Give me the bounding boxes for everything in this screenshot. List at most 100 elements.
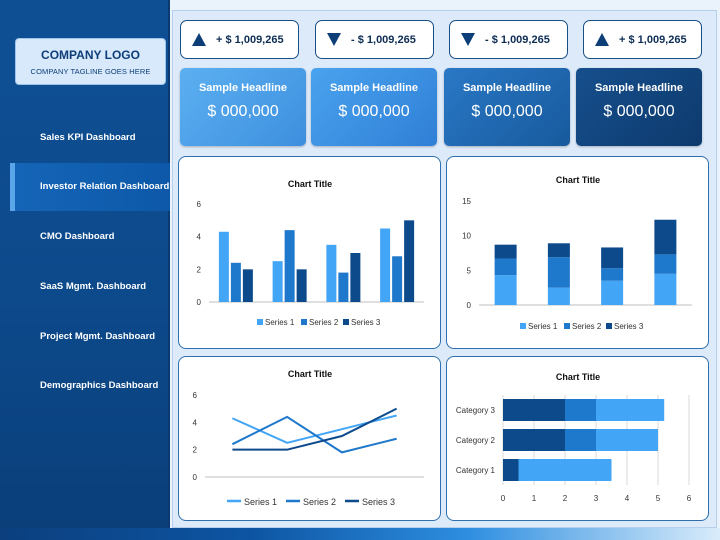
legend-swatch: [343, 319, 349, 325]
y-tick-label: 0: [193, 473, 198, 482]
legend-label: Series 3: [614, 322, 644, 331]
series-line: [232, 407, 398, 451]
x-tick-label: 2: [563, 494, 568, 503]
stacked-bar-segment: [494, 258, 517, 276]
sidebar-item-label: SaaS Mgmt. Dashboard: [40, 281, 147, 292]
bar: [272, 261, 283, 302]
stacked-bar-segment: [565, 429, 596, 451]
sidebar-item-saas[interactable]: SaaS Mgmt. Dashboard: [10, 263, 170, 311]
arrow-down-icon: [327, 33, 341, 46]
series-line: [231, 415, 397, 454]
x-tick-label: 0: [501, 494, 506, 503]
x-tick-label: 3: [594, 494, 599, 503]
bar: [404, 220, 415, 302]
legend-label: Series 3: [351, 318, 381, 327]
sidebar-item-project[interactable]: Project Mgmt. Dashboard: [10, 313, 170, 361]
arrow-up-icon: [595, 33, 609, 46]
card-headline: Sample Headline: [462, 82, 552, 94]
bar: [242, 269, 253, 302]
bar: [380, 228, 391, 302]
y-tick-label: 0: [467, 301, 472, 310]
clustered-bar-chart: Chart Title 0 2 4 6 Series 1 Series 2 Series 3: [197, 179, 424, 327]
bar: [296, 269, 307, 302]
logo-tagline: COMPANY TAGLINE GOES HERE: [30, 67, 151, 76]
card-amount: $ 000,000: [471, 103, 543, 120]
sidebar-item-sales-kpi[interactable]: Sales KPI Dashboard: [10, 114, 170, 162]
headline-card-4[interactable]: Sample Headline $ 000,000: [576, 68, 702, 146]
stacked-bar-segment: [565, 399, 596, 421]
stacked-bar-segment: [518, 459, 612, 481]
stacked-bar-segment: [503, 459, 519, 481]
kpi-pill-3[interactable]: - $ 1,009,265: [449, 20, 568, 59]
bar: [230, 262, 241, 302]
chart-panel-stacked-bar[interactable]: Chart Title 0 5 10 15 Series 1 Series 2 Series …: [446, 156, 709, 349]
card-headline: Sample Headline: [594, 82, 684, 94]
company-logo[interactable]: COMPANY LOGO COMPANY TAGLINE GOES HERE: [15, 38, 166, 85]
y-tick-label: Category 1: [456, 466, 496, 475]
sidebar-item-label: Sales KPI Dashboard: [40, 132, 136, 143]
chart-panel-clustered-bar[interactable]: Chart Title 0 2 4 6 Series 1 Series 2 Series 3: [178, 156, 441, 349]
legend-label: Series 2: [309, 318, 339, 327]
legend-label: Series 1: [528, 322, 558, 331]
bar: [326, 244, 337, 302]
kpi-value: + $ 1,009,265: [216, 33, 284, 46]
y-tick-label: 10: [462, 232, 471, 241]
kpi-pill-1[interactable]: + $ 1,009,265: [180, 20, 299, 59]
stacked-bar-segment: [547, 243, 570, 258]
kpi-value: - $ 1,009,265: [485, 33, 550, 46]
chart-panel-line[interactable]: Chart Title 0 2 4 6 Series 1 Series 2 Series 3: [178, 356, 441, 521]
y-tick-label: 6: [197, 200, 202, 209]
legend-label: Series 2: [303, 497, 336, 507]
stacked-bar-segment: [596, 429, 658, 451]
stacked-bar-segment: [654, 254, 677, 274]
sidebar-item-cmo[interactable]: CMO Dashboard: [10, 213, 170, 261]
card-amount: $ 000,000: [207, 103, 279, 120]
stacked-bar-segment: [654, 219, 677, 255]
x-tick-label: 6: [687, 494, 692, 503]
y-tick-label: 6: [193, 391, 198, 400]
kpi-pill-2[interactable]: - $ 1,009,265: [315, 20, 434, 59]
bar: [338, 272, 349, 302]
legend-label: Series 1: [265, 318, 295, 327]
bar: [392, 256, 403, 302]
stacked-bar-segment: [547, 257, 570, 288]
y-tick-label: 2: [193, 446, 198, 455]
stacked-bar-segment: [494, 275, 517, 305]
bar: [350, 253, 361, 302]
chart-panel-horizontal-bar[interactable]: Chart Title 0 1 2 3 4 5 6 Category 1 Category 2 Ca…: [446, 356, 709, 521]
stacked-bar-segment: [601, 280, 624, 305]
stacked-bar-chart: Chart Title 0 5 10 15 Series 1 Series 2 Series …: [462, 175, 692, 331]
chart-title: Chart Title: [556, 175, 600, 185]
stacked-bar-segment: [596, 399, 665, 421]
chart-title: Chart Title: [288, 179, 332, 189]
y-tick-label: Category 3: [456, 406, 496, 415]
bar: [284, 230, 295, 302]
arrow-down-icon: [461, 33, 475, 46]
headline-card-1[interactable]: Sample Headline $ 000,000: [180, 68, 306, 146]
series-line: [231, 414, 397, 444]
legend-swatch: [606, 323, 612, 329]
stacked-bar-segment: [503, 399, 565, 421]
line-chart: Chart Title 0 2 4 6 Series 1 Series 2 Series 3: [193, 369, 424, 507]
headline-card-2[interactable]: Sample Headline $ 000,000: [311, 68, 437, 146]
horizontal-bar-chart: Chart Title 0 1 2 3 4 5 6 Category 1 Category 2 Ca…: [456, 372, 692, 503]
bar: [218, 231, 229, 302]
y-tick-label: 4: [197, 233, 202, 242]
kpi-pill-4[interactable]: + $ 1,009,265: [583, 20, 702, 59]
logo-title: COMPANY LOGO: [41, 48, 140, 62]
sidebar-item-label: CMO Dashboard: [40, 231, 115, 242]
legend-label: Series 2: [572, 322, 602, 331]
arrow-up-icon: [192, 33, 206, 46]
legend-swatch: [257, 319, 263, 325]
sidebar-item-investor-relation[interactable]: Investor Relation Dashboard: [10, 163, 170, 211]
kpi-value: + $ 1,009,265: [619, 33, 687, 46]
sidebar-item-demographics[interactable]: Demographics Dashboard: [10, 362, 170, 410]
bottom-strip: [0, 528, 720, 540]
y-tick-label: Category 2: [456, 436, 496, 445]
y-tick-label: 5: [467, 266, 472, 275]
stacked-bar-segment: [494, 244, 517, 259]
y-tick-label: 2: [197, 265, 202, 274]
chart-title: Chart Title: [288, 369, 332, 379]
card-amount: $ 000,000: [603, 103, 675, 120]
headline-card-3[interactable]: Sample Headline $ 000,000: [444, 68, 570, 146]
